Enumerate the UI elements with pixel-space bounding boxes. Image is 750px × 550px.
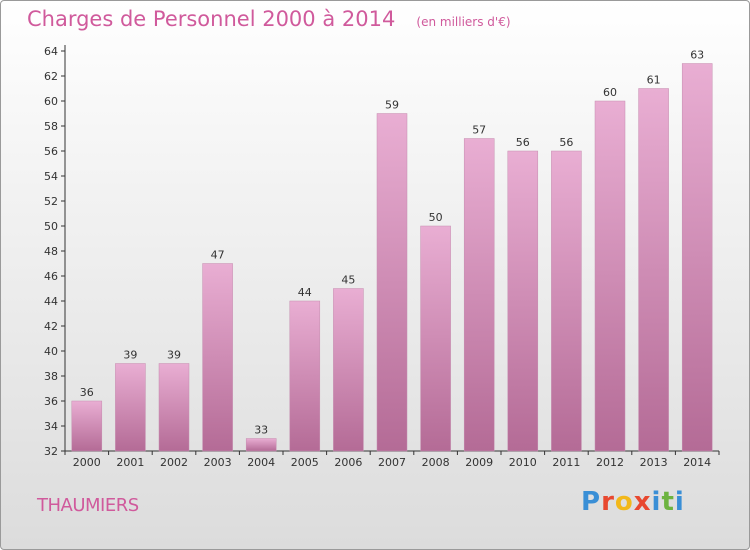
data-label: 50 <box>429 211 443 224</box>
data-label: 47 <box>211 249 225 262</box>
data-label: 39 <box>123 349 137 362</box>
bar <box>594 100 626 452</box>
chart-header: Charges de Personnel 2000 à 2014 (en mil… <box>27 7 511 31</box>
data-label: 36 <box>80 386 94 399</box>
data-label: 60 <box>603 86 617 99</box>
data-label: 44 <box>298 286 312 299</box>
bar <box>420 225 451 452</box>
logo-letter: r <box>601 487 615 517</box>
x-tick-label: 2005 <box>291 456 319 469</box>
x-tick-label: 2001 <box>116 456 144 469</box>
y-tick-label: 62 <box>44 70 58 83</box>
bar <box>681 63 713 452</box>
data-label: 39 <box>167 349 181 362</box>
y-tick-label: 50 <box>44 220 58 233</box>
town-name: THAUMIERS <box>37 495 139 516</box>
bar <box>507 150 539 452</box>
x-tick-label: 2002 <box>160 456 188 469</box>
x-tick-label: 2006 <box>334 456 362 469</box>
y-tick-label: 36 <box>44 395 58 408</box>
x-tick-label: 2013 <box>640 456 668 469</box>
bar <box>71 400 103 452</box>
data-label: 33 <box>254 424 268 437</box>
logo-letter: o <box>614 487 634 517</box>
bar <box>376 113 408 452</box>
y-tick-label: 48 <box>44 245 58 258</box>
y-tick-label: 38 <box>44 370 58 383</box>
logo-letter: i <box>674 487 685 517</box>
chart-axes: 32 34 36 38 40 42 44 46 48 50 52 54 56 58 60 62 64 <box>44 45 720 458</box>
y-tick-label: 44 <box>44 295 58 308</box>
data-label: 63 <box>690 49 704 62</box>
y-tick-label: 54 <box>44 170 58 183</box>
bar <box>551 150 582 452</box>
chart-title: Charges de Personnel 2000 à 2014 <box>27 7 396 31</box>
y-tick-label: 42 <box>44 320 58 333</box>
bar <box>158 363 190 452</box>
bar <box>638 88 669 452</box>
chart-subtitle: (en milliers d'€) <box>416 15 511 29</box>
bar <box>463 138 495 452</box>
chart-labels: 36 2000 39 2001 39 2002 47 2003 33 2004 44 2005 45 20… <box>73 49 711 470</box>
x-tick-label: 2003 <box>204 456 232 469</box>
x-tick-label: 2000 <box>73 456 101 469</box>
x-tick-label: 2007 <box>378 456 406 469</box>
x-tick-label: 2012 <box>596 456 624 469</box>
chart-bars <box>71 63 713 452</box>
bar <box>202 263 233 452</box>
y-tick-label: 60 <box>44 95 58 108</box>
y-tick-label: 32 <box>44 445 58 458</box>
logo-letter: x <box>633 487 652 517</box>
logo-letter: i <box>651 487 662 517</box>
bar <box>333 288 364 452</box>
y-tick-label: 56 <box>44 145 58 158</box>
logo-letter: P <box>581 487 602 517</box>
y-tick-label: 40 <box>44 345 58 358</box>
y-tick-label: 58 <box>44 120 58 133</box>
bar <box>245 438 277 452</box>
logo-letter: t <box>661 487 675 517</box>
data-label: 59 <box>385 99 399 112</box>
x-tick-label: 2014 <box>683 456 711 469</box>
y-tick-label: 46 <box>44 270 58 283</box>
y-tick-label: 64 <box>44 45 58 58</box>
data-label: 56 <box>516 136 530 149</box>
x-tick-label: 2011 <box>552 456 580 469</box>
data-label: 57 <box>472 124 486 137</box>
y-tick-label: 34 <box>44 420 58 433</box>
proxiti-logo[interactable]: Proxiti <box>581 487 685 517</box>
x-tick-label: 2004 <box>247 456 275 469</box>
bar <box>289 300 321 452</box>
x-tick-label: 2009 <box>465 456 493 469</box>
y-tick-label: 52 <box>44 195 58 208</box>
bar <box>115 363 146 452</box>
x-tick-label: 2008 <box>422 456 450 469</box>
x-tick-label: 2010 <box>509 456 537 469</box>
data-label: 56 <box>559 136 573 149</box>
data-label: 45 <box>341 274 355 287</box>
data-label: 61 <box>647 74 661 87</box>
